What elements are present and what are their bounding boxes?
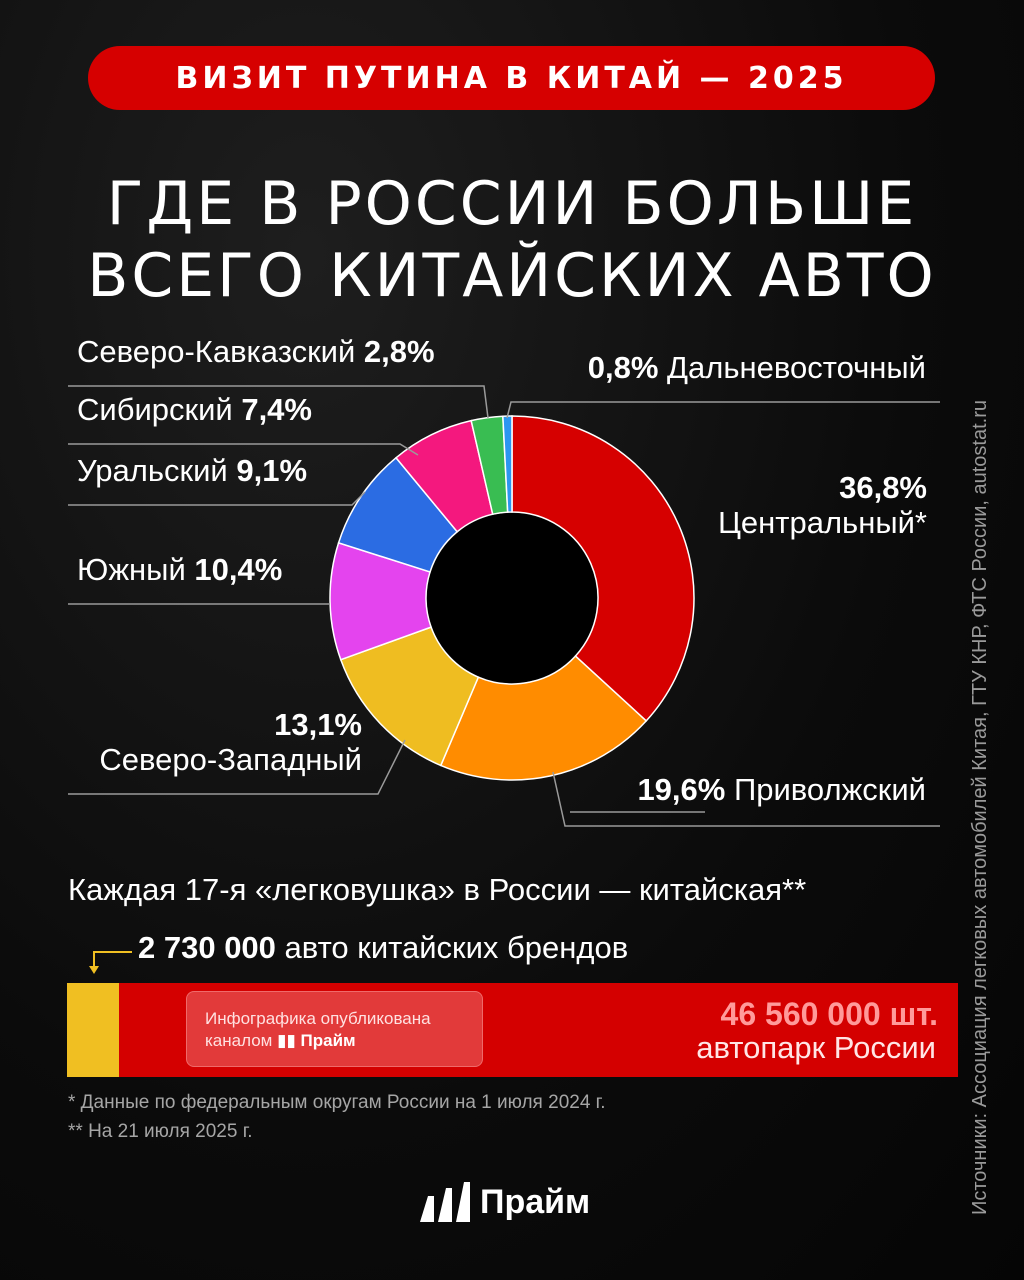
chinese-brands-bar <box>67 983 120 1077</box>
slice-name-5: Сибирский <box>77 392 241 427</box>
header-banner: ВИЗИТ ПУТИНА В КИТАЙ — 2025 <box>88 46 935 110</box>
share-statement: Каждая 17-я «легковушка» в России — кита… <box>68 872 807 907</box>
leader-line-7 <box>506 401 940 419</box>
arrow-down-icon <box>89 951 132 974</box>
footer-brand-logo[interactable]: Прайм <box>420 1180 590 1224</box>
title-line-1: ГДЕ В РОССИИ БОЛЬШЕ <box>106 169 918 239</box>
promo-prefix: каналом <box>205 1031 273 1050</box>
slice-name-6: Северо-Кавказский <box>77 334 364 369</box>
slice-label-3: Южный 10,4% <box>77 552 282 587</box>
slice-value-2: 13,1% <box>274 707 362 742</box>
promo-line-1: Инфографика опубликована <box>205 1009 431 1028</box>
source-note: Источники: Ассоциация легковых автомобил… <box>969 400 991 1215</box>
slice-label-1: 19,6% Приволжский <box>637 772 926 807</box>
slice-value-3: 10,4% <box>194 552 282 587</box>
chinese-brands-value: 2 730 000 <box>138 930 276 965</box>
prime-logo-icon <box>420 1182 470 1222</box>
slice-1 <box>439 655 648 781</box>
fleet-label: автопарк России <box>696 1030 936 1065</box>
slice-label-6: Северо-Кавказский 2,8% <box>77 334 435 369</box>
slice-value-1: 19,6% <box>637 772 725 807</box>
slice-value-6: 2,8% <box>364 334 435 369</box>
slice-name-0: Центральный* <box>718 505 927 540</box>
slice-value-4: 9,1% <box>236 453 307 488</box>
donut-hole <box>427 513 597 683</box>
chinese-brands-line: 2 730 000 авто китайских брендов <box>138 930 628 966</box>
page-title: ГДЕ В РОССИИ БОЛЬШЕ ВСЕГО КИТАЙСКИХ АВТО <box>0 168 1024 312</box>
slice-name-3: Южный <box>77 552 194 587</box>
slice-name-7: Дальневосточный <box>658 350 926 385</box>
slice-0 <box>511 415 695 722</box>
leader-line-5 <box>68 443 419 456</box>
chinese-brands-text: авто китайских брендов <box>275 930 629 965</box>
leader-line-6 <box>68 385 489 419</box>
leader-line-4 <box>68 491 366 506</box>
slice-name-2: Северо-Западный <box>99 742 362 777</box>
slice-7 <box>502 415 513 513</box>
fleet-value: 46 560 000 шт. <box>720 996 938 1032</box>
slice-value-5: 7,4% <box>241 392 312 427</box>
footnote-1: * Данные по федеральным округам России н… <box>68 1092 606 1113</box>
slice-label-7: 0,8% Дальневосточный <box>588 350 926 385</box>
leader-line-1 <box>552 771 940 827</box>
promo-channel-name: Прайм <box>300 1031 356 1050</box>
slice-value-0: 36,8% <box>839 470 927 505</box>
slice-name-4: Уральский <box>77 453 236 488</box>
promo-line-2: каналом ▮▮ Прайм <box>205 1030 464 1052</box>
slice-name-1: Приволжский <box>725 772 926 807</box>
footnote-2: ** На 21 июля 2025 г. <box>68 1121 253 1142</box>
leader-line-2 <box>68 739 406 795</box>
slice-value-7: 0,8% <box>588 350 659 385</box>
promo-card[interactable]: Инфографика опубликована каналом ▮▮ Прай… <box>186 991 483 1067</box>
title-line-2: ВСЕГО КИТАЙСКИХ АВТО <box>87 241 937 311</box>
promo-channel-logo: ▮▮ Прайм <box>277 1031 356 1050</box>
footer-brand-name: Прайм <box>480 1182 591 1221</box>
slice-label-4: Уральский 9,1% <box>77 453 307 488</box>
slice-label-5: Сибирский 7,4% <box>77 392 312 427</box>
